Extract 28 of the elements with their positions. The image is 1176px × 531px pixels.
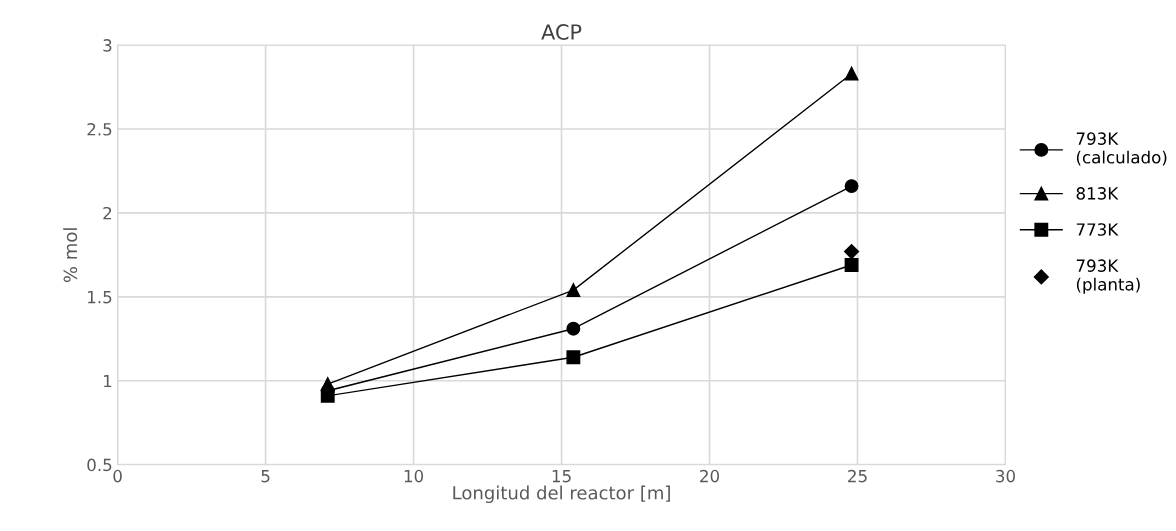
x-axis-title: Longitud del reactor [m] xyxy=(453,485,670,504)
y-axis-title: % mol xyxy=(63,228,78,283)
chart-title: ACP xyxy=(541,24,582,40)
point xyxy=(844,66,859,81)
y-tick-label: 1.5 xyxy=(88,291,112,304)
y-tick-label: 2 xyxy=(103,206,112,220)
x-tick-label: 20 xyxy=(700,469,720,483)
x-tick-label: 5 xyxy=(261,470,270,483)
x-tick-label: 30 xyxy=(996,469,1015,483)
y-tick-label: 2.5 xyxy=(87,123,112,136)
y-tick-label: 0.5 xyxy=(87,458,112,472)
x-tick-label: 25 xyxy=(848,469,867,483)
x-tick-label: 0 xyxy=(113,469,122,483)
x-tick-label: 10 xyxy=(404,469,424,483)
legend-label: 773K xyxy=(1076,223,1119,236)
legend-label: 793K (calculado) xyxy=(1076,132,1167,166)
point xyxy=(566,321,581,336)
point xyxy=(566,350,581,365)
y-tick-label: 1 xyxy=(103,374,112,388)
point xyxy=(566,283,581,298)
point xyxy=(844,258,859,272)
point xyxy=(320,388,335,403)
legend-label: 793K (planta) xyxy=(1076,259,1140,294)
point xyxy=(844,179,859,194)
point xyxy=(844,243,860,260)
x-tick-label: 15 xyxy=(552,470,571,483)
legend-label: 813K xyxy=(1076,187,1119,200)
y-tick-label: 3 xyxy=(103,39,112,52)
